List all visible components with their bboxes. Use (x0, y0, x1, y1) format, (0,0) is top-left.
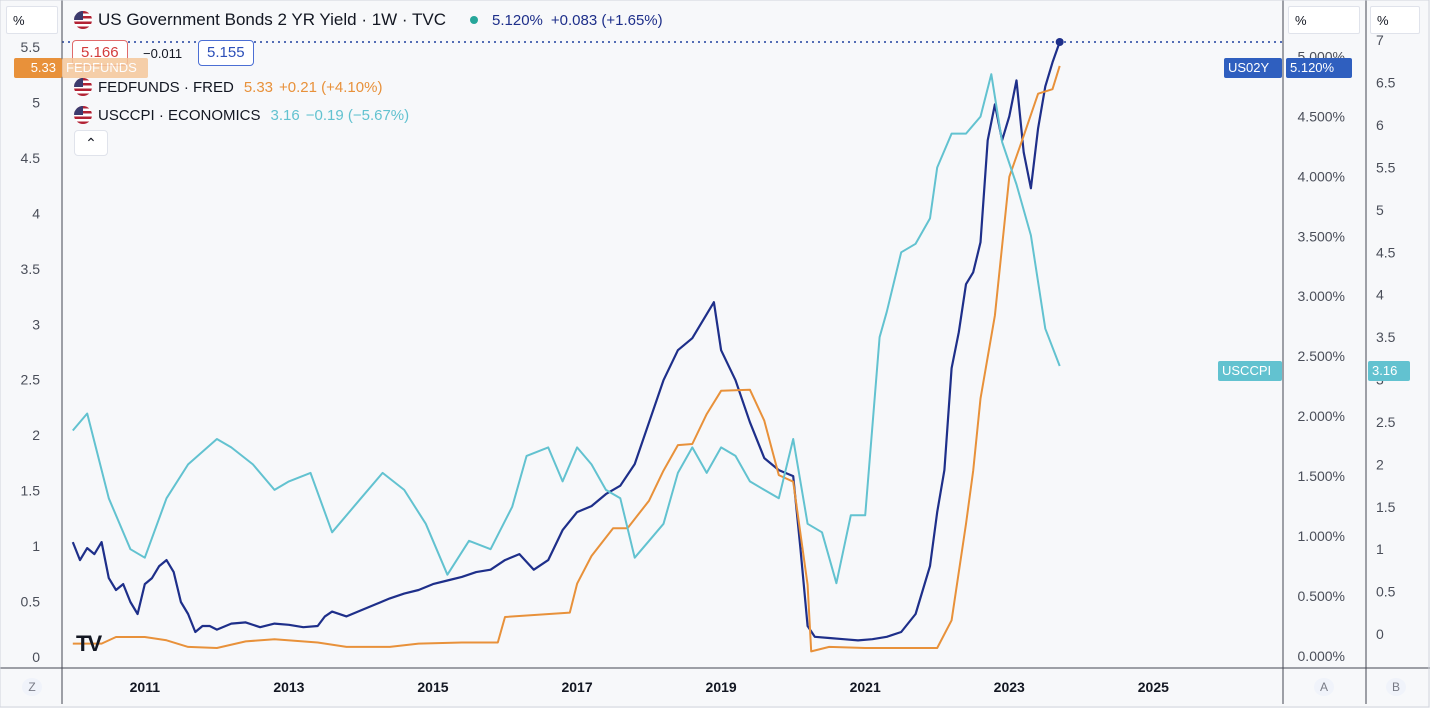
b-tick-label: 5.5 (1376, 159, 1396, 175)
b-tick-label: 0.5 (1376, 584, 1396, 600)
left-tick-label: 2.5 (21, 372, 41, 388)
b-tick-label: 6 (1376, 117, 1384, 133)
axis-toggle-a[interactable]: A (1314, 678, 1334, 696)
status-dot-icon (470, 16, 479, 24)
b-tick-label: 7 (1376, 32, 1384, 48)
legend-usccpi[interactable]: USCCPI · ECONOMICS 3.16 −0.19 (−5.67%) (74, 104, 409, 126)
x-tick-label: 2015 (417, 679, 448, 695)
axis-toggle-b[interactable]: B (1386, 678, 1406, 696)
usccpi-change: −0.19 (−5.67%) (305, 106, 410, 124)
fedfunds-name: FEDFUNDS · FRED (98, 78, 234, 96)
b-tick-label: 4 (1376, 287, 1384, 303)
b-tick-label: 2.5 (1376, 414, 1396, 430)
usccpi-price-tag: 3.16 (1368, 361, 1410, 381)
left-tick-label: 3.5 (21, 261, 41, 277)
main-change: +0.083 (+1.65%) (550, 11, 663, 29)
b-tick-label: 1.5 (1376, 499, 1396, 515)
us-flag-icon (74, 78, 92, 96)
left-tick-label: 0 (32, 649, 40, 665)
fedfunds-change: +0.21 (+4.10%) (279, 78, 383, 96)
ask-box[interactable]: 5.155 (198, 40, 254, 66)
a-tick-label: 4.000% (1298, 168, 1345, 184)
a-tick-label: 2.500% (1298, 348, 1345, 364)
axis-toggle-z[interactable]: Z (22, 678, 42, 696)
left-tick-label: 5 (32, 95, 40, 111)
us02y-label-tag: US02Y (1224, 58, 1282, 78)
scale-a-unit-selector[interactable]: % (1288, 6, 1360, 34)
b-tick-label: 5 (1376, 202, 1384, 218)
b-tick-label: 1 (1376, 541, 1384, 557)
b-tick-label: 2 (1376, 456, 1384, 472)
legend-main[interactable]: US Government Bonds 2 YR Yield · 1W · TV… (74, 9, 663, 31)
main-last-value: 5.120% (492, 11, 543, 29)
a-tick-label: 0.000% (1298, 648, 1345, 664)
a-tick-label: 4.500% (1298, 108, 1345, 124)
series-line-fedfunds (72, 65, 1061, 653)
left-tick-label: 1 (32, 538, 40, 554)
left-tick-label: 1.5 (21, 483, 41, 499)
b-tick-label: 6.5 (1376, 75, 1396, 91)
a-tick-label: 3.500% (1298, 228, 1345, 244)
a-tick-label: 2.000% (1298, 408, 1345, 424)
x-tick-label: 2021 (850, 679, 881, 695)
a-tick-label: 1.500% (1298, 468, 1345, 484)
usccpi-value: 3.16 (270, 106, 300, 124)
left-tick-label: 3 (32, 316, 40, 332)
series-line-usccpi (72, 73, 1061, 585)
left-tick-label: 5.5 (21, 39, 41, 55)
chevron-up-icon: ⌃ (85, 135, 97, 151)
x-tick-label: 2011 (130, 679, 161, 695)
b-tick-label: 0 (1376, 626, 1384, 642)
left-unit-selector[interactable]: % (6, 6, 58, 34)
b-tick-label: 4.5 (1376, 244, 1396, 260)
a-tick-label: 3.000% (1298, 288, 1345, 304)
us02y-last-point (1055, 37, 1064, 46)
fedfunds-left-tag: 5.33 (14, 58, 62, 78)
x-tick-label: 2013 (273, 679, 304, 695)
a-tick-label: 1.000% (1298, 528, 1345, 544)
x-tick-label: 2025 (1138, 679, 1169, 695)
scale-b-unit-selector[interactable]: % (1370, 6, 1420, 34)
x-tick-label: 2017 (561, 679, 592, 695)
us-flag-icon (74, 106, 92, 124)
fedfunds-left-label: FEDFUNDS (62, 58, 148, 78)
collapse-legend-button[interactable]: ⌃ (74, 130, 108, 156)
left-tick-label: 2 (32, 427, 40, 443)
b-tick-label: 3.5 (1376, 329, 1396, 345)
plot-area (62, 36, 1283, 668)
tradingview-logo[interactable]: TV (76, 631, 102, 656)
usccpi-name: USCCPI · ECONOMICS (98, 106, 261, 124)
left-tick-label: 4.5 (21, 150, 41, 166)
left-tick-label: 4 (32, 205, 40, 221)
x-tick-label: 2023 (994, 679, 1025, 695)
us-flag-icon (74, 11, 92, 29)
us02y-price-tag: 5.120% (1286, 58, 1352, 78)
left-tick-label: 0.5 (21, 593, 41, 609)
fedfunds-value: 5.33 (243, 78, 274, 96)
usccpi-label-tag: USCCPI (1218, 361, 1282, 381)
a-tick-label: 0.500% (1298, 588, 1345, 604)
series-line-us02y (71, 41, 1061, 642)
spread-value: −0.011 (143, 46, 183, 61)
x-tick-label: 2019 (706, 679, 737, 695)
legend-fedfunds[interactable]: FEDFUNDS · FRED 5.33 +0.21 (+4.10%) (74, 76, 382, 98)
main-title: US Government Bonds 2 YR Yield · 1W · TV… (98, 10, 447, 29)
